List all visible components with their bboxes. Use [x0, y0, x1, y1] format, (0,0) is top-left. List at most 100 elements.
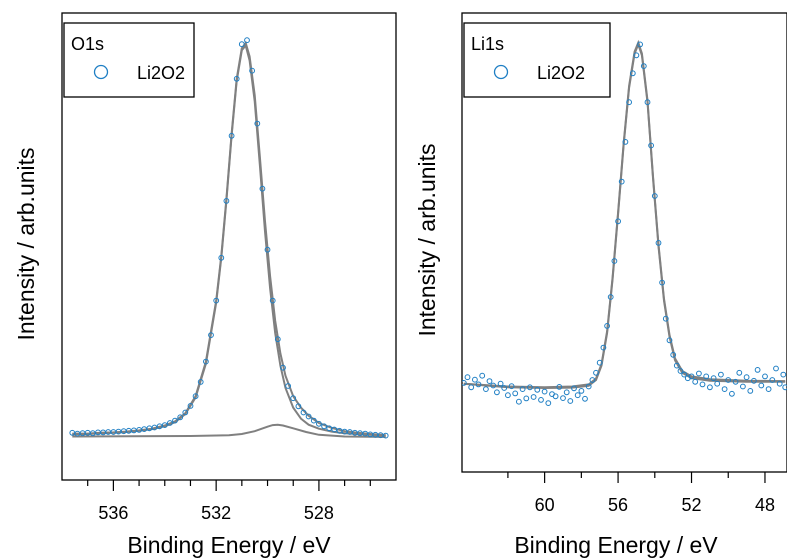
li1s-chart-panel: 60 56 52 48 Binding Energy / eV Intensity / a… — [414, 12, 787, 558]
chart-1-data-point-14 — [512, 390, 519, 397]
chart-1-tick-label-2: 52 — [682, 495, 702, 515]
chart-0-data-point-29 — [218, 254, 225, 261]
chart-1-data-point-40 — [607, 294, 614, 300]
chart-1-data-point-59 — [677, 368, 684, 374]
chart-1-data-point-53 — [655, 240, 662, 246]
chart-0-legend-entry: Li2O2 — [137, 63, 185, 83]
chart-1-plot-frame — [461, 12, 787, 473]
chart-0-data-point-37 — [259, 185, 266, 192]
chart-1-data-point-26 — [556, 384, 563, 390]
chart-0-data-point-44 — [295, 403, 302, 410]
chart-0-data-point-31 — [228, 132, 235, 139]
chart-0-data-point-34 — [244, 37, 250, 44]
chart-1-data-point-7 — [486, 378, 493, 385]
chart-1-data-point-62 — [688, 373, 695, 380]
chart-1-data-point-60 — [681, 371, 688, 378]
chart-0-data-point-41 — [280, 364, 286, 371]
chart-0-data-point-19 — [167, 420, 173, 426]
chart-1-tick-label-1: 56 — [608, 495, 628, 515]
chart-0-data-point-30 — [223, 198, 230, 204]
chart-0-data-point-42 — [285, 383, 292, 389]
chart-0-data-point-14 — [141, 426, 148, 433]
chart-1-data-point-0 — [462, 380, 467, 386]
chart-1-data-point-72 — [725, 377, 732, 383]
chart-1-legend: Li1s Li2O2 — [463, 22, 611, 98]
chart-1-data-point-5 — [479, 372, 486, 379]
chart-0-data-point-27 — [208, 332, 214, 339]
chart-0-data-layer — [69, 37, 389, 439]
chart-1-data-point-36 — [593, 369, 599, 376]
chart-1-data-point-88 — [782, 384, 787, 391]
chart-1-data-point-80 — [754, 367, 761, 373]
chart-1-data-point-35 — [589, 377, 596, 383]
chart-0-data-point-40 — [274, 336, 281, 343]
chart-1-data-point-41 — [611, 258, 618, 264]
chart-1-data-point-56 — [666, 337, 673, 344]
chart-0-fit-line-1 — [72, 43, 386, 437]
chart-1-data-point-4 — [475, 381, 482, 388]
chart-1-data-point-51 — [648, 142, 654, 149]
chart-1-data-point-32 — [578, 388, 585, 394]
chart-0-tick-label-1: 532 — [201, 503, 231, 523]
chart-1-data-point-47 — [633, 52, 640, 59]
chart-1-data-point-17 — [523, 395, 530, 402]
chart-1-data-point-23 — [545, 400, 552, 407]
chart-1-data-point-16 — [519, 386, 526, 393]
chart-0-x-axis-label: Binding Energy / eV — [127, 532, 331, 558]
chart-0-legend: O1s Li2O2 — [63, 22, 195, 98]
chart-1-data-point-21 — [538, 397, 544, 403]
chart-0-fit-line-2 — [72, 423, 386, 438]
chart-1-data-point-68 — [710, 375, 717, 382]
chart-1-data-point-33 — [582, 395, 588, 402]
chart-1-data-point-83 — [765, 386, 772, 393]
chart-1-data-point-84 — [769, 377, 776, 383]
chart-1-data-point-78 — [747, 388, 754, 394]
chart-0-data-point-28 — [213, 297, 220, 304]
chart-1-data-point-67 — [707, 384, 713, 391]
chart-1-data-point-3 — [472, 376, 478, 383]
chart-1-data-point-58 — [673, 362, 680, 369]
chart-0-data-point-22 — [182, 409, 189, 416]
chart-0-y-axis-label: Intensity / arb.units — [13, 147, 39, 340]
chart-0-data-point-39 — [269, 297, 276, 304]
chart-1-data-point-50 — [644, 99, 651, 106]
chart-1-data-point-8 — [490, 382, 497, 389]
chart-1-data-point-6 — [483, 386, 489, 393]
chart-0-tick-label-2: 528 — [304, 503, 334, 523]
chart-1-data-point-48 — [637, 41, 643, 48]
chart-1-data-point-42 — [615, 218, 621, 225]
chart-0-data-point-17 — [156, 423, 163, 430]
chart-1-data-point-75 — [736, 369, 743, 376]
chart-1-data-point-25 — [552, 393, 559, 400]
chart-1-data-point-87 — [780, 371, 787, 378]
chart-1-data-point-46 — [629, 70, 636, 77]
o1s-chart-panel: 536 532 528 Binding Energy / eV Intensity / … — [13, 12, 397, 558]
chart-0-data-point-51 — [331, 426, 338, 433]
chart-1-data-point-13 — [508, 383, 515, 390]
chart-0-data-point-23 — [187, 403, 194, 409]
chart-0-data-point-45 — [300, 409, 307, 416]
chart-1-data-point-37 — [596, 359, 603, 366]
chart-1-data-point-49 — [640, 63, 647, 69]
chart-1-data-point-63 — [692, 378, 699, 385]
chart-0-legend-box — [63, 22, 195, 98]
chart-1-data-point-30 — [571, 385, 577, 392]
chart-1-data-point-28 — [563, 389, 570, 396]
chart-0-data-point-33 — [238, 41, 245, 48]
chart-1-tick-label-0: 60 — [535, 495, 555, 515]
chart-1-data-point-85 — [773, 365, 779, 372]
chart-0-data-point-38 — [264, 246, 271, 253]
chart-0-data-point-48 — [316, 420, 322, 427]
chart-1-data-point-71 — [721, 386, 728, 393]
chart-0-data-point-47 — [310, 417, 317, 424]
chart-0-fit-line-0 — [72, 40, 386, 437]
chart-1-data-point-29 — [567, 398, 574, 404]
chart-1-x-axis-label: Binding Energy / eV — [514, 532, 718, 558]
chart-0-data-point-25 — [197, 379, 204, 385]
chart-1-data-point-10 — [497, 380, 504, 387]
chart-1-legend-title: Li1s — [471, 34, 504, 54]
chart-1-data-point-27 — [560, 395, 566, 402]
chart-0-data-point-24 — [192, 393, 199, 400]
chart-1-data-point-77 — [743, 374, 750, 381]
